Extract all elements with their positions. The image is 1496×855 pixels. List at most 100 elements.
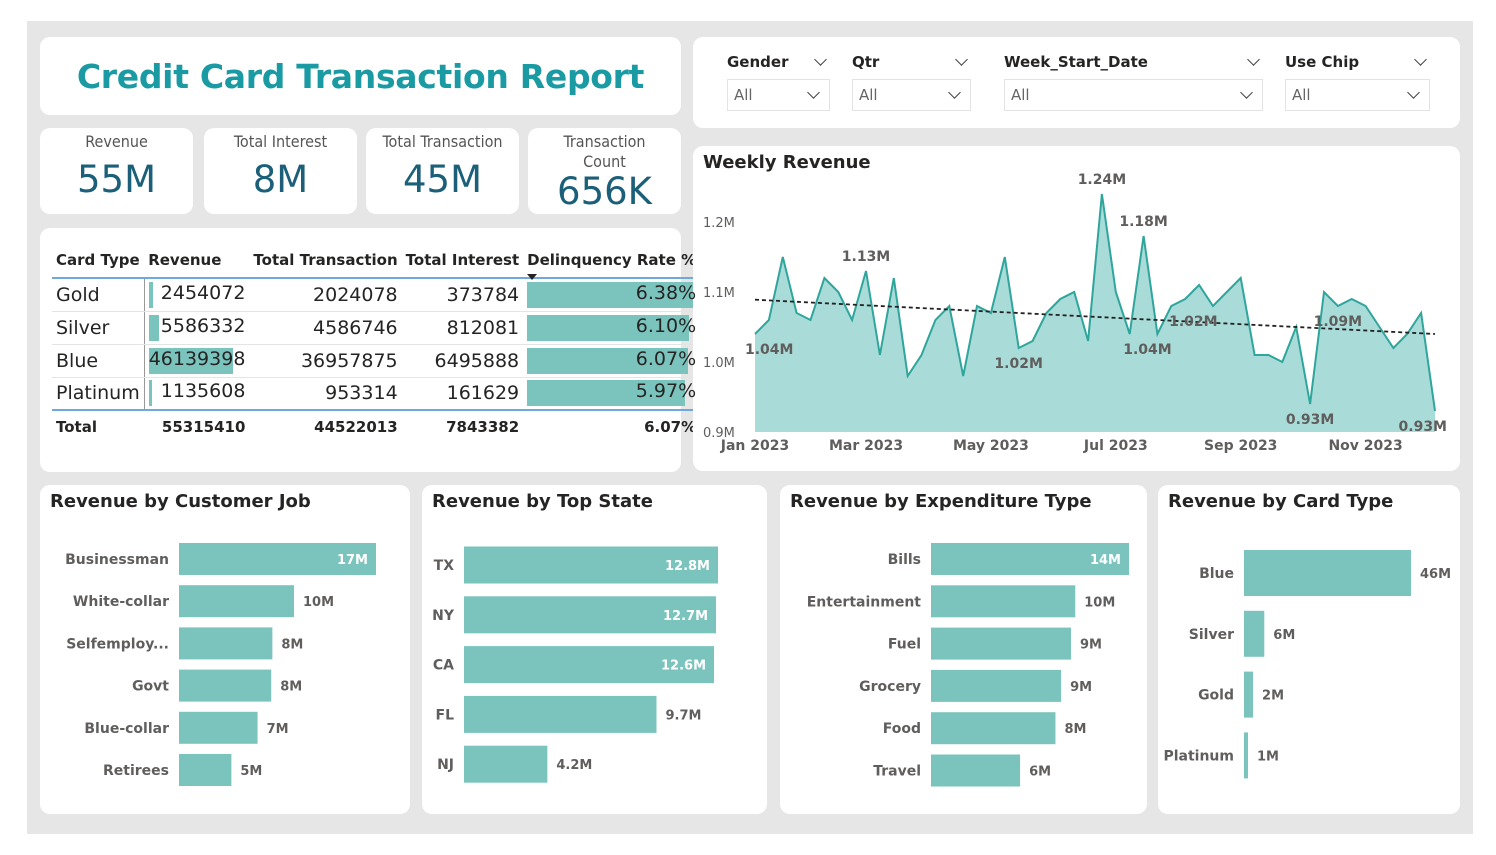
data-label: 46M: [1420, 567, 1451, 582]
card-type-cell: Blue: [52, 344, 145, 378]
kpi-label: Revenue: [85, 132, 148, 151]
data-label: 9M: [1080, 638, 1102, 653]
data-label: 0.93M: [1286, 412, 1334, 428]
data-label: 0.93M: [1399, 419, 1447, 435]
category-label: Govt: [132, 679, 169, 695]
bar: [464, 546, 718, 584]
filter-gender: Gender All: [727, 52, 830, 111]
revenue-value: 5586332: [160, 314, 246, 337]
report-canvas: Credit Card Transaction Report Revenue 5…: [27, 21, 1473, 834]
column-header-sorted[interactable]: Delinquency Rate %: [523, 242, 701, 280]
week-start-date-select[interactable]: All: [1004, 79, 1263, 111]
bar: [464, 596, 717, 634]
category-label: NJ: [437, 757, 454, 773]
delinquency-databar: [527, 347, 688, 374]
interest-cell: 373784: [401, 278, 524, 312]
chart-title: Revenue by Top State: [432, 491, 653, 512]
chevron-down-icon[interactable]: [1414, 53, 1427, 66]
interest-cell: 812081: [401, 311, 524, 345]
category-label: NY: [432, 608, 455, 624]
card-type-table-card: Card Type Revenue Total Transaction Tota…: [40, 228, 701, 472]
column-header[interactable]: Revenue: [144, 242, 250, 279]
revenue-by-job-chart: Businessman 17M White-collar 10M Selfemploy.…: [65, 543, 376, 786]
bar: [1244, 671, 1254, 718]
bar: [464, 646, 715, 684]
data-label: 1.24M: [1078, 172, 1126, 188]
data-label: 10M: [1084, 595, 1115, 610]
data-label: 14M: [1090, 553, 1121, 568]
data-label: 10M: [303, 595, 334, 610]
revenue-by-job-card: Revenue by Customer Job Businessman 17M Wh…: [40, 485, 410, 814]
bar: [179, 669, 272, 702]
revenue-value: 2454072: [160, 281, 246, 304]
transaction-cell: 2024078: [249, 278, 402, 312]
use-chip-select[interactable]: All: [1285, 79, 1430, 111]
bar: [179, 754, 232, 786]
chevron-down-icon[interactable]: [814, 53, 827, 66]
revenue-databar: [148, 281, 154, 308]
table-row[interactable]: Silver 5586332 4586746 812081 6.10%: [52, 311, 701, 345]
x-tick-label: Nov 2023: [1328, 438, 1402, 454]
data-label: 4.2M: [556, 758, 592, 773]
filter-panel: Gender All Qtr All Week_Start_Date All U…: [693, 37, 1460, 128]
category-label: Entertainment: [807, 594, 922, 610]
revenue-cell: 1135608: [143, 377, 250, 411]
card-type-table: Card Type Revenue Total Transaction Tota…: [52, 242, 701, 442]
x-tick-label: Mar 2023: [829, 438, 903, 454]
kpi-label: Transaction Count: [563, 132, 646, 171]
data-label: 17M: [337, 553, 368, 568]
chevron-down-icon: [1407, 86, 1420, 99]
table-row[interactable]: Blue 46139398 36957875 6495888 6.07%: [52, 344, 701, 378]
select-value: All: [1011, 86, 1030, 104]
table-header-row: Card Type Revenue Total Transaction Tota…: [52, 242, 701, 280]
total-revenue: 55315410: [144, 409, 250, 442]
revenue-databar: [148, 380, 152, 407]
revenue-by-state-card: Revenue by Top State TX 12.8M NY 12.7M CA 12.…: [422, 485, 767, 814]
area-fill: [755, 194, 1435, 432]
select-value: All: [1292, 86, 1311, 104]
select-value: All: [859, 86, 878, 104]
chart-title: Revenue by Customer Job: [50, 491, 311, 512]
select-value: All: [734, 86, 753, 104]
qtr-select[interactable]: All: [852, 79, 971, 111]
category-label: Food: [883, 721, 921, 737]
column-header[interactable]: Total Transaction: [249, 242, 402, 279]
filter-use-chip: Use Chip All: [1285, 52, 1430, 111]
data-label: 5M: [240, 764, 262, 779]
data-label: 1.02M: [1169, 314, 1217, 330]
column-header[interactable]: Card Type: [52, 242, 145, 279]
data-label: 9M: [1070, 680, 1092, 695]
filter-label: Week_Start_Date: [1004, 53, 1148, 71]
revenue-cell: 2454072: [143, 278, 250, 312]
x-tick-label: May 2023: [953, 438, 1029, 454]
bar: [1244, 610, 1265, 657]
table-row[interactable]: Platinum 1135608 953314 161629 5.97%: [52, 377, 701, 411]
chevron-down-icon[interactable]: [1247, 53, 1260, 66]
gender-select[interactable]: All: [727, 79, 830, 111]
kpi-value: 45M: [402, 158, 482, 201]
bar: [931, 754, 1021, 787]
data-label: 8M: [280, 680, 302, 695]
data-label: 12.6M: [661, 659, 706, 674]
delinquency-cell: 5.97%: [523, 377, 701, 411]
interest-cell: 161629: [401, 377, 524, 411]
column-header[interactable]: Total Interest: [401, 242, 524, 279]
filter-label: Qtr: [852, 53, 880, 71]
card-type-cell: Gold: [52, 278, 145, 312]
filter-label: Gender: [727, 53, 789, 71]
bar: [931, 627, 1072, 660]
category-label: White-collar: [73, 594, 169, 610]
data-label: 7M: [267, 722, 289, 737]
data-label: 1.13M: [842, 249, 890, 265]
category-label: Gold: [1198, 688, 1234, 704]
filter-qtr: Qtr All: [852, 52, 971, 111]
chart-title: Revenue by Expenditure Type: [790, 491, 1092, 512]
table-row[interactable]: Gold 2454072 2024078 373784 6.38%: [52, 278, 701, 312]
chevron-down-icon[interactable]: [955, 53, 968, 66]
weekly-revenue-card: Weekly Revenue 1.2M 1.1M 1.0M 0.9M Jan 2023 M…: [693, 146, 1460, 471]
total-transaction: 44522013: [249, 409, 402, 442]
data-label: 8M: [281, 637, 303, 652]
category-label: TX: [434, 558, 455, 574]
category-label: CA: [433, 658, 454, 674]
filter-label: Use Chip: [1285, 53, 1360, 71]
